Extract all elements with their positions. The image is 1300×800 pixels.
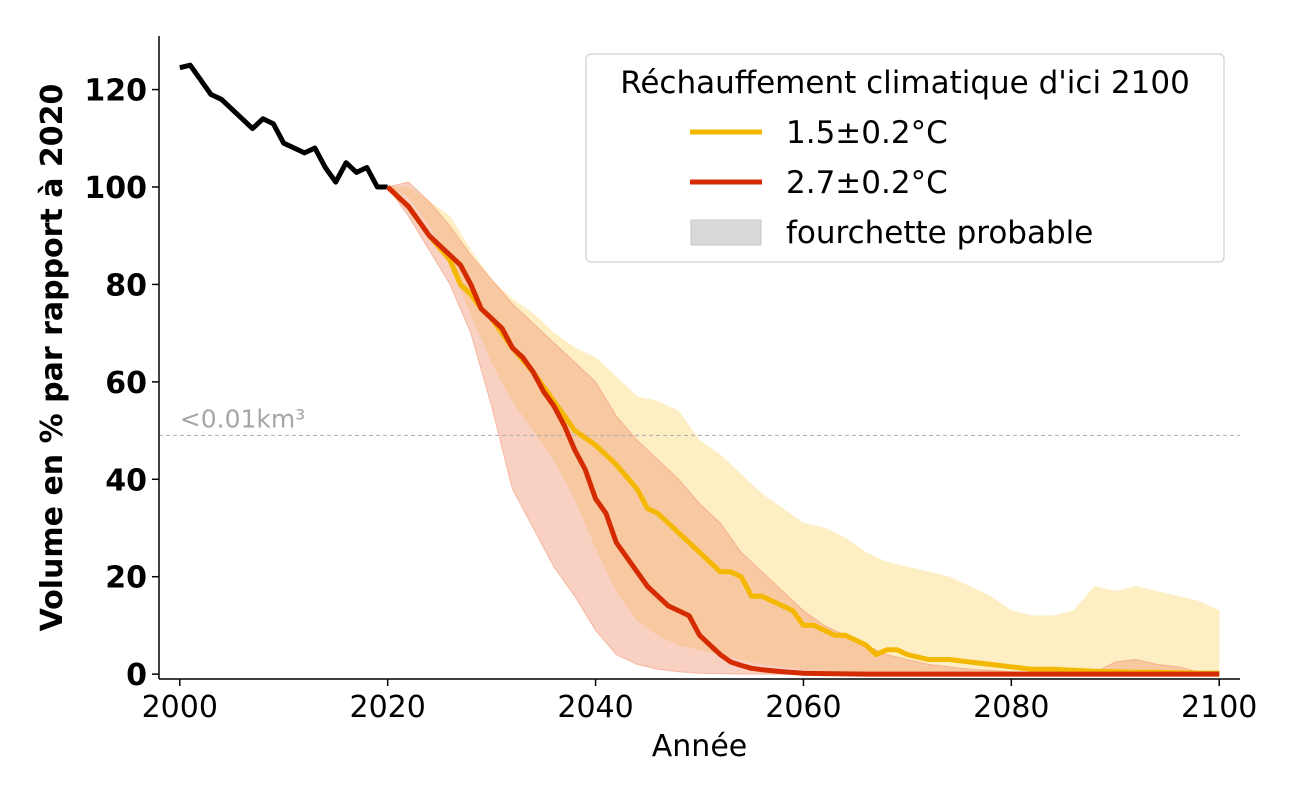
y-tick-label: 100 — [84, 171, 147, 206]
reference-line-annotation: <0.01km³ — [180, 404, 305, 433]
x-tick-label: 2060 — [765, 690, 841, 725]
y-tick-label: 20 — [105, 561, 147, 596]
x-axis-label: Année — [652, 729, 747, 764]
y-tick-label: 40 — [105, 463, 147, 498]
legend-title: Réchauffement climatique d'ici 2100 — [620, 65, 1190, 101]
x-tick-label: 2000 — [142, 690, 218, 725]
y-tick-label: 60 — [105, 366, 147, 401]
legend: Réchauffement climatique d'ici 2100 1.5±0… — [585, 53, 1225, 263]
y-axis-label: Volume en % par rapport à 2020 — [35, 84, 70, 632]
x-tick-label: 2100 — [1181, 690, 1257, 725]
uncertainty-bands — [386, 181, 1220, 675]
legend-swatch-band — [690, 219, 762, 246]
legend-entry-label: fourchette probable — [786, 215, 1093, 251]
y-tick-label: 80 — [105, 268, 147, 303]
series-lines — [179, 62, 1220, 677]
x-tick-label: 2040 — [557, 690, 633, 725]
legend-entry-label: 1.5±0.2°C — [786, 115, 948, 151]
x-tick-label: 2020 — [349, 690, 425, 725]
legend-box — [585, 53, 1225, 263]
legend-entry-label: 2.7±0.2°C — [786, 165, 948, 201]
scenario-2-7-line — [385, 185, 1220, 677]
historical-line — [179, 62, 388, 190]
y-tick-label: 120 — [84, 74, 147, 109]
x-tick-label: 2080 — [973, 690, 1049, 725]
reference-line-group: <0.01km³ — [159, 404, 1240, 437]
y-tick-label: 0 — [126, 658, 147, 693]
band-scenario-1-5 — [387, 186, 1220, 675]
